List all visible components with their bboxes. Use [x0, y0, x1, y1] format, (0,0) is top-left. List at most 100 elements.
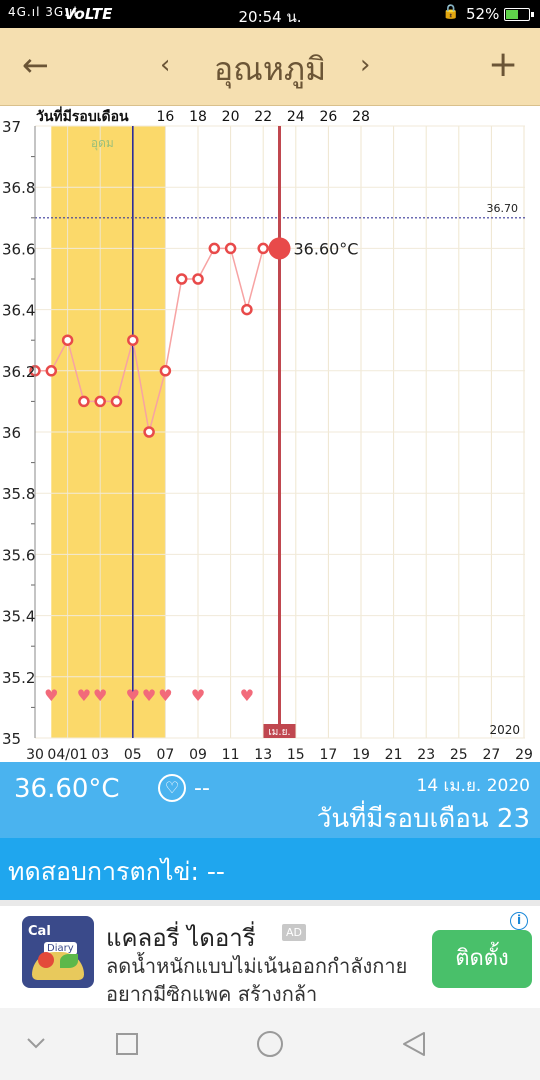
- temperature-point: [127, 334, 139, 346]
- temperature-point: [143, 426, 155, 438]
- chevron-down-icon[interactable]: [27, 1038, 45, 1049]
- chevron-right-icon[interactable]: ›: [360, 50, 371, 80]
- temperature-point: [61, 334, 74, 346]
- selected-point: [268, 237, 291, 260]
- selected-value-label: 36.60°C: [294, 239, 359, 258]
- temperature-point: [192, 273, 204, 285]
- y-tick-label: 35.4: [2, 608, 35, 626]
- bottom-tick-label: 05: [124, 747, 142, 762]
- navigation-bar: [0, 1008, 540, 1080]
- logo-text: Cal: [28, 924, 51, 939]
- bottom-tick-label: 17: [319, 747, 337, 762]
- info-icon[interactable]: i: [510, 912, 528, 930]
- temperature-point: [94, 395, 106, 408]
- battery-icon: [504, 8, 534, 21]
- month-tag: [263, 724, 296, 738]
- bottom-tick-label: 27: [482, 747, 500, 762]
- home-circle-icon[interactable]: [257, 1031, 283, 1057]
- y-tick-label: 36.2: [2, 363, 35, 381]
- ad-banner[interactable]: Cal Diary แคลอรี่ ไดอารี่ AD ลดน้ำหนักแบ…: [0, 900, 540, 1008]
- cycle-day: วันที่มีรอบเดือน 23: [316, 804, 530, 834]
- bottom-tick-label: 15: [287, 747, 305, 762]
- ad-badge: AD: [282, 924, 306, 941]
- add-icon[interactable]: +: [488, 44, 519, 85]
- current-temp: 36.60°C: [14, 774, 120, 804]
- top-tick-label: 22: [254, 109, 272, 125]
- bottom-tick-label: 29: [515, 747, 533, 762]
- recents-square-icon[interactable]: [116, 1033, 138, 1055]
- temperature-point: [78, 395, 90, 408]
- bottom-tick-label: 09: [189, 747, 207, 762]
- temperature-point: [257, 242, 269, 255]
- heart-marker: ♥: [93, 686, 107, 705]
- temperature-point: [45, 365, 58, 377]
- info-panel: 36.60°C ♡ -- 14 เม.ย. 2020 วันที่มีรอบเด…: [0, 762, 540, 838]
- top-tick-label: 16: [156, 109, 174, 125]
- app-bar: ← ‹ อุณหภูมิ › +: [0, 28, 540, 106]
- y-tick-label: 36.6: [2, 240, 35, 258]
- y-tick-label: 36.4: [2, 302, 35, 320]
- heart-icon[interactable]: ♡: [158, 774, 186, 802]
- temperature-point: [208, 242, 221, 255]
- selected-date: 14 เม.ย. 2020: [416, 776, 531, 796]
- top-tick-label: 20: [222, 109, 240, 125]
- heart-marker: ♥: [44, 686, 58, 705]
- page-title: อุณหภูมิ: [213, 50, 327, 88]
- temperature-point: [175, 273, 188, 285]
- y-tick-label: 36: [2, 424, 21, 442]
- temperature-chart[interactable]: อุดม 36.70 เม.ย. 36.60°C ♥ ♥ ♥ ♥ ♥ ♥ ♥ ♥ 37 36.8 36.6 3…: [0, 106, 540, 762]
- ovulation-test-row[interactable]: ทดสอบการตกไข่: --: [0, 838, 540, 900]
- temperature-point: [241, 303, 253, 316]
- y-tick-label: 35.6: [2, 546, 35, 564]
- tomato-icon: [38, 952, 54, 968]
- top-axis-label: วันที่มีรอบเดือน: [36, 106, 129, 125]
- heart-marker: ♥: [126, 686, 140, 705]
- bottom-tick-label: 19: [352, 747, 370, 762]
- top-tick-label: 28: [352, 109, 370, 125]
- month-label: เม.ย.: [268, 727, 290, 738]
- install-button[interactable]: ติดตั้ง: [432, 930, 532, 988]
- period-label: อุดม: [91, 136, 114, 151]
- heart-marker: ♥: [240, 686, 254, 705]
- lock-icon: 🔒: [442, 4, 460, 20]
- signal-icon: 4G.ıl 3G.ıl: [8, 5, 78, 19]
- top-tick-label: 26: [319, 109, 337, 125]
- top-tick-label: 18: [189, 109, 207, 125]
- back-arrow-icon[interactable]: ←: [22, 46, 49, 84]
- leaf-icon: [60, 954, 78, 968]
- y-tick-label: 35.2: [2, 669, 35, 687]
- top-tick-label: 24: [287, 109, 305, 125]
- y-tick-label: 37: [2, 118, 21, 136]
- bottom-tick-label: 21: [385, 747, 403, 762]
- chevron-left-icon[interactable]: ‹: [160, 50, 171, 80]
- bottom-tick-label: 03: [91, 747, 109, 762]
- temperature-point: [159, 365, 172, 377]
- volte-label: VoLTE: [64, 5, 113, 23]
- bottom-tick-label: 23: [417, 747, 435, 762]
- bottom-tick-label: 25: [450, 747, 468, 762]
- bottom-tick-label: 30: [26, 747, 44, 762]
- heart-marker: ♥: [77, 686, 91, 705]
- battery-percent: 52%: [466, 5, 500, 23]
- heart-value: --: [194, 776, 210, 801]
- back-triangle-icon[interactable]: [403, 1032, 425, 1056]
- y-tick-label: 36.8: [2, 179, 35, 197]
- bottom-tick-label: 13: [254, 747, 272, 762]
- y-tick-label: 35: [2, 730, 21, 748]
- logo-subtext: Diary: [44, 942, 77, 955]
- bottom-tick-label: 11: [222, 747, 240, 762]
- ad-title[interactable]: แคลอรี่ ไดอารี่: [106, 924, 256, 952]
- heart-marker: ♥: [191, 686, 205, 705]
- temperature-point: [110, 395, 123, 408]
- app-logo[interactable]: Cal Diary: [22, 916, 94, 988]
- threshold-label: 36.70: [487, 202, 519, 215]
- year-label: 2020: [489, 723, 520, 737]
- status-bar: 4G.ıl 3G.ıl VoLTE 20:54 น. 🔒 52%: [0, 0, 540, 28]
- heart-marker: ♥: [158, 686, 172, 705]
- y-tick-label: 35.8: [2, 485, 35, 503]
- temperature-point: [224, 242, 237, 255]
- heart-marker: ♥: [142, 686, 156, 705]
- ad-description: ลดน้ำหนักแบบไม่เน้นออกกำลังกาย อยากมีซิก…: [106, 954, 408, 1006]
- status-time: 20:54 น.: [238, 8, 302, 26]
